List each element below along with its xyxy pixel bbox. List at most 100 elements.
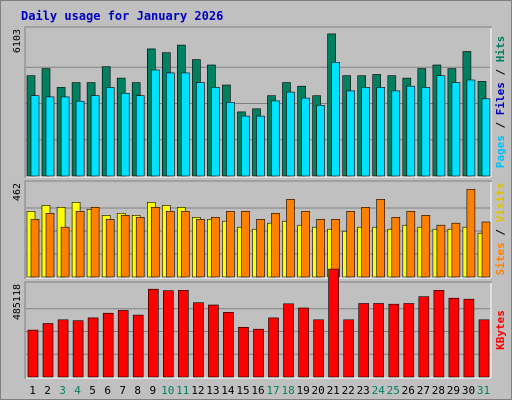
x-tick-label-27: 27	[417, 384, 430, 397]
bar-sites-day-25	[391, 217, 401, 278]
x-tick-label-20: 20	[311, 384, 324, 397]
bar-sites-day-18	[286, 199, 295, 278]
x-tick-label-23: 23	[357, 384, 370, 397]
bar-files-day-14	[226, 102, 235, 177]
bar-files-day-2	[45, 96, 55, 177]
bar-sites-day-11	[181, 211, 190, 278]
bar-kbytes-day-12	[193, 302, 204, 378]
bar-kbytes-day-25	[388, 303, 400, 378]
x-tick-label-7: 7	[119, 384, 126, 397]
bar-kbytes-day-11	[178, 289, 189, 378]
bar-sites-day-27	[421, 215, 431, 278]
bar-files-day-22	[346, 90, 356, 177]
bar-sites-day-12	[196, 219, 205, 278]
x-tick-label-5: 5	[89, 384, 96, 397]
bar-sites-day-29	[451, 222, 461, 278]
bar-files-day-4	[75, 100, 85, 177]
x-tick-label-6: 6	[104, 384, 111, 397]
x-tick-label-26: 26	[402, 384, 415, 397]
x-tick-label-18: 18	[281, 384, 294, 397]
bar-kbytes-day-30	[463, 298, 475, 378]
bar-sites-day-16	[256, 219, 265, 278]
x-tick-label-25: 25	[387, 384, 400, 397]
bar-files-day-25	[391, 90, 401, 177]
bar-kbytes-day-22	[343, 319, 355, 378]
bar-kbytes-day-6	[102, 312, 114, 378]
bar-files-day-26	[406, 85, 416, 177]
bar-kbytes-day-26	[403, 303, 415, 378]
bar-kbytes-day-27	[418, 296, 430, 378]
side-label-visits: Sites / Visits	[494, 183, 507, 276]
bar-kbytes-day-13	[208, 304, 219, 378]
bar-files-day-30	[466, 79, 476, 177]
side-label-hits: Pages / Files / Hits	[494, 36, 507, 169]
bar-files-day-23	[361, 87, 371, 177]
side-label-part: Sites	[494, 242, 507, 275]
x-tick-label-17: 17	[266, 384, 279, 397]
bar-files-day-15	[241, 115, 250, 177]
bar-kbytes-day-3	[57, 319, 69, 378]
bar-files-day-3	[60, 96, 70, 177]
panel-visits: 462	[12, 180, 492, 279]
bar-kbytes-day-21	[328, 268, 339, 378]
x-tick-label-3: 3	[59, 384, 66, 397]
bar-kbytes-day-24	[373, 303, 385, 378]
bar-kbytes-day-5	[87, 317, 99, 378]
side-label-part: Hits	[494, 36, 507, 63]
bar-kbytes-day-14	[223, 311, 234, 378]
x-axis-labels: 1 2 3 4 5 6 7 8 9 10 11 12 13 14 15 16 17 18 19 20 21 22 23 24 2…	[29, 384, 490, 397]
bar-sites-day-8	[135, 217, 145, 278]
x-tick-label-30: 30	[462, 384, 475, 397]
x-tick-label-14: 14	[221, 384, 235, 397]
x-tick-label-11: 11	[176, 384, 189, 397]
bar-sites-day-26	[406, 211, 416, 278]
bar-sites-day-24	[376, 199, 386, 278]
series-legend-labels: Pages / Files / Hits Sites / Visits KBytes	[494, 36, 507, 350]
x-tick-label-22: 22	[342, 384, 355, 397]
bar-sites-day-22	[346, 211, 356, 278]
bar-files-day-8	[135, 95, 145, 177]
x-tick-label-15: 15	[236, 384, 249, 397]
x-tick-label-29: 29	[447, 384, 460, 397]
bar-files-day-17	[271, 100, 280, 177]
side-label-kbytes: KBytes	[494, 310, 507, 350]
bar-sites-day-30	[466, 189, 476, 278]
bar-files-day-21	[331, 62, 340, 177]
bar-kbytes-day-1	[27, 329, 39, 378]
y-max-label: 485118	[12, 284, 23, 320]
bar-files-day-7	[120, 93, 130, 177]
x-tick-label-10: 10	[161, 384, 174, 397]
bar-files-day-16	[256, 115, 265, 177]
bar-sites-day-31	[481, 221, 491, 278]
bar-kbytes-day-17	[268, 317, 279, 378]
x-tick-label-1: 1	[29, 384, 36, 397]
bar-sites-day-2	[45, 213, 55, 278]
bar-sites-day-23	[361, 207, 371, 278]
x-tick-label-31: 31	[477, 384, 490, 397]
bar-sites-day-7	[120, 215, 130, 278]
chart-title: Daily usage for January 2026	[21, 9, 223, 23]
x-tick-label-4: 4	[74, 384, 81, 397]
x-tick-label-13: 13	[206, 384, 219, 397]
bar-kbytes-day-9	[148, 288, 159, 378]
bar-files-day-31	[481, 98, 491, 177]
bar-files-day-9	[151, 69, 160, 177]
bar-sites-day-4	[75, 211, 85, 278]
bar-kbytes-day-18	[283, 303, 294, 378]
bar-sites-day-19	[301, 211, 310, 278]
bar-files-day-12	[196, 82, 205, 177]
x-tick-label-12: 12	[191, 384, 204, 397]
bar-sites-day-6	[105, 219, 115, 278]
bar-files-day-24	[376, 87, 386, 177]
bar-kbytes-day-2	[42, 323, 54, 378]
side-label-part: Visits	[494, 183, 507, 223]
bar-kbytes-day-28	[433, 289, 445, 378]
bar-sites-day-3	[60, 226, 70, 278]
side-label-part: KBytes	[494, 310, 507, 350]
x-tick-label-9: 9	[149, 384, 156, 397]
bar-kbytes-day-23	[358, 303, 370, 378]
bar-sites-day-15	[241, 211, 250, 278]
bar-sites-day-20	[316, 219, 325, 278]
bar-sites-day-5	[90, 207, 100, 278]
